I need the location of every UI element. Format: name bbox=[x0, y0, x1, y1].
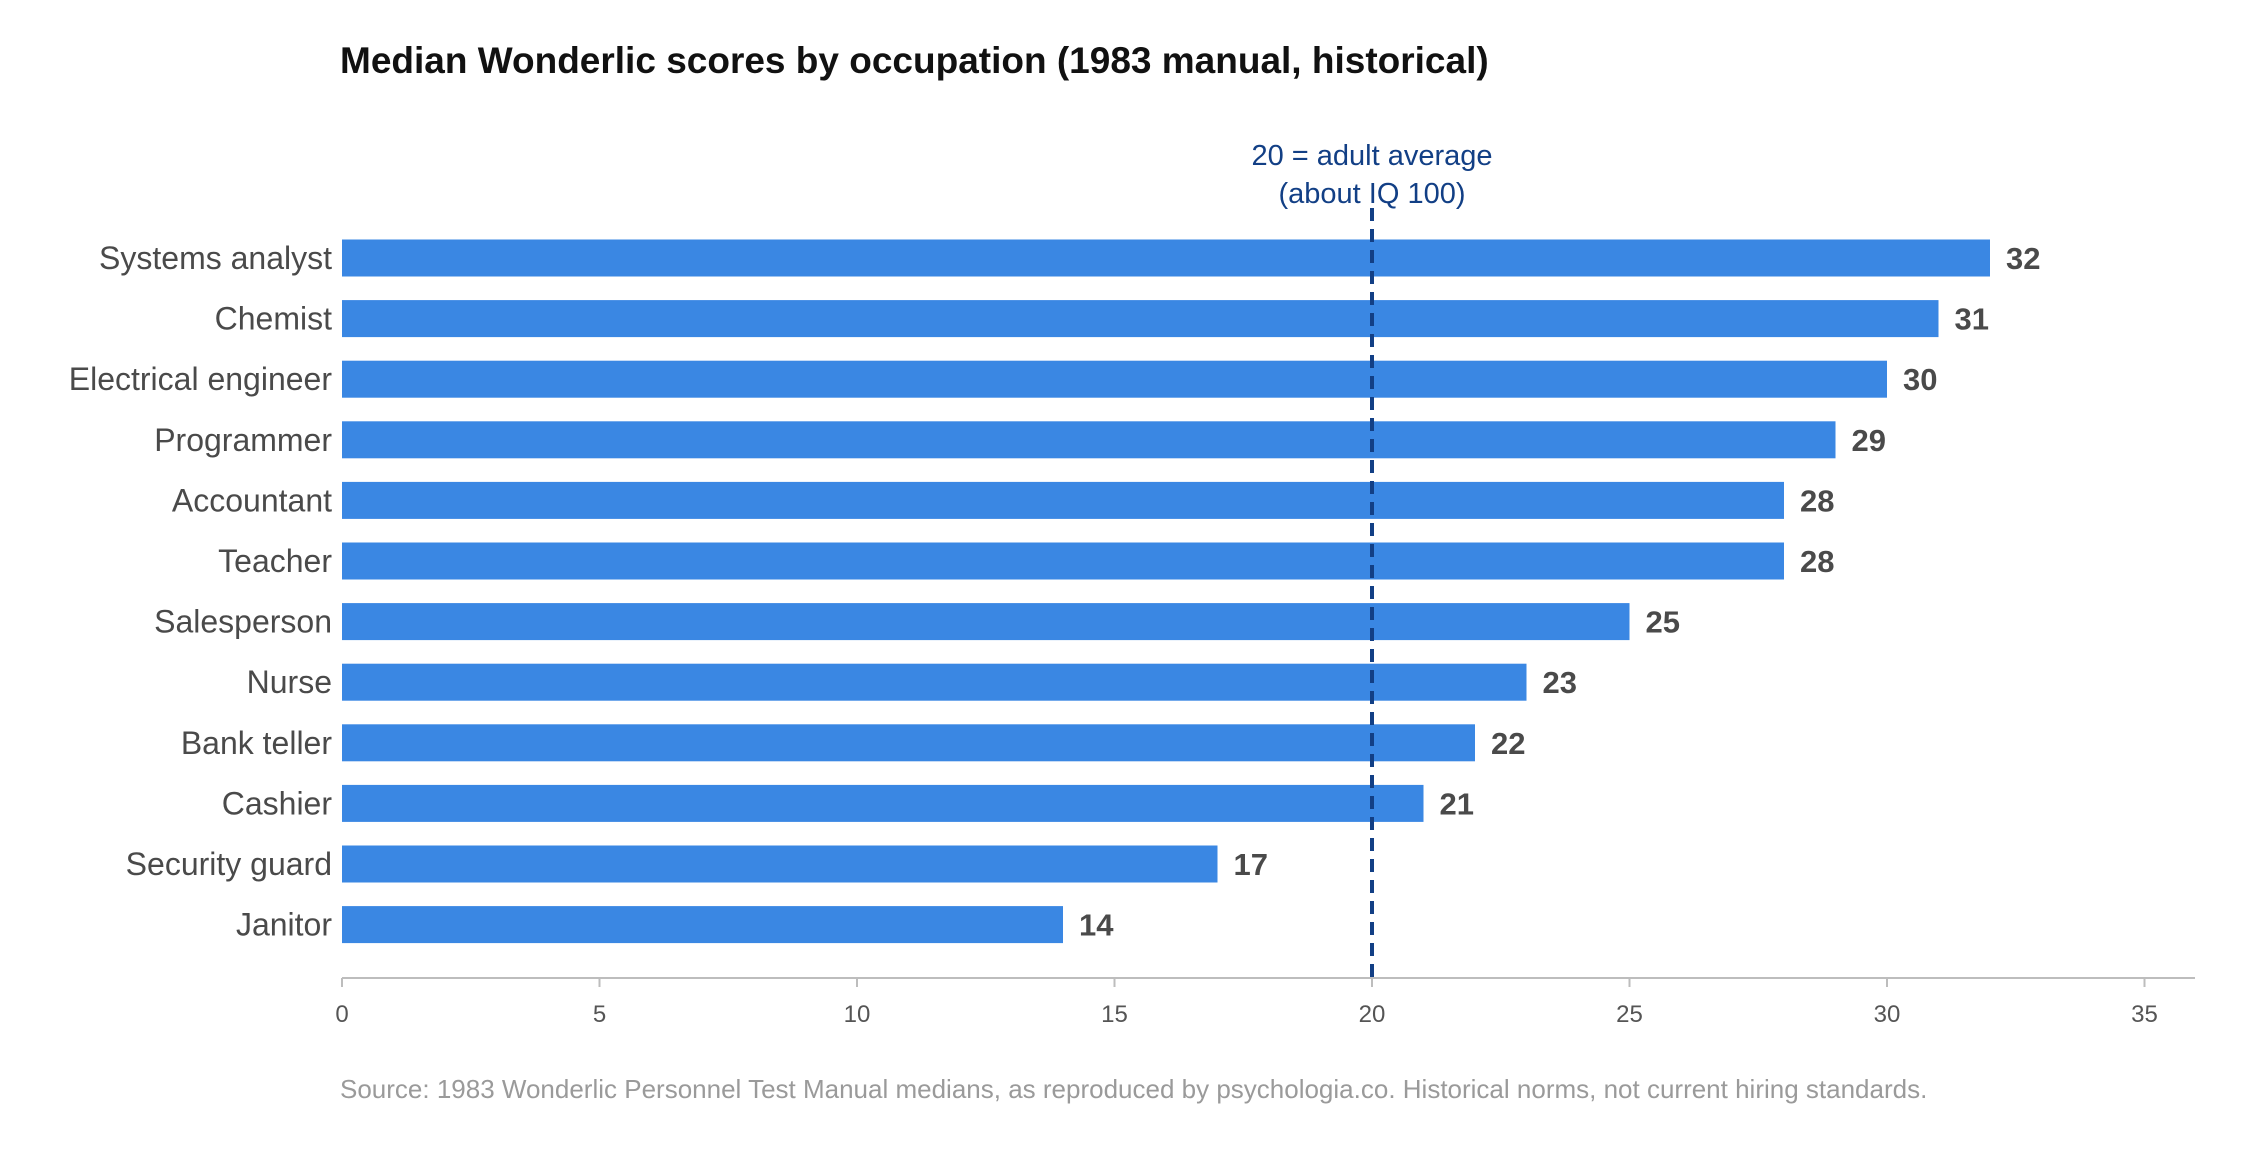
reference-line-label: (about IQ 100) bbox=[1279, 178, 1466, 210]
x-tick-label: 25 bbox=[1616, 1001, 1643, 1028]
bar bbox=[342, 421, 1836, 459]
category-label: Programmer bbox=[154, 422, 332, 458]
x-tick-label: 5 bbox=[593, 1001, 606, 1028]
data-label: 22 bbox=[1491, 726, 1525, 761]
x-tick-label: 0 bbox=[335, 1001, 348, 1028]
bar bbox=[342, 542, 1784, 580]
bar bbox=[342, 845, 1218, 883]
category-label: Bank teller bbox=[181, 725, 333, 761]
bar bbox=[342, 360, 1887, 398]
category-label: Janitor bbox=[236, 907, 332, 943]
bar bbox=[342, 481, 1784, 519]
data-label: 25 bbox=[1646, 605, 1680, 640]
bar bbox=[342, 724, 1475, 762]
data-label: 31 bbox=[1955, 302, 1989, 337]
data-label: 17 bbox=[1234, 847, 1268, 882]
category-label: Cashier bbox=[222, 785, 333, 821]
bar bbox=[342, 663, 1527, 701]
data-label: 21 bbox=[1440, 786, 1474, 821]
category-label: Salesperson bbox=[154, 604, 332, 640]
category-label: Chemist bbox=[215, 301, 332, 337]
bar bbox=[342, 784, 1424, 822]
chart-title: Median Wonderlic scores by occupation (1… bbox=[340, 40, 1489, 81]
data-label: 14 bbox=[1079, 908, 1114, 943]
bar bbox=[342, 603, 1630, 641]
category-label: Teacher bbox=[218, 543, 332, 579]
category-label: Electrical engineer bbox=[69, 361, 333, 397]
category-label: Accountant bbox=[172, 482, 332, 518]
x-tick-label: 10 bbox=[844, 1001, 871, 1028]
data-label: 28 bbox=[1800, 544, 1834, 579]
category-label: Nurse bbox=[247, 664, 332, 700]
category-label: Systems analyst bbox=[99, 240, 332, 276]
x-tick-label: 35 bbox=[2131, 1001, 2158, 1028]
data-label: 23 bbox=[1543, 665, 1577, 700]
data-label: 28 bbox=[1800, 483, 1834, 518]
x-tick-label: 15 bbox=[1101, 1001, 1128, 1028]
reference-line-label: 20 = adult average bbox=[1251, 140, 1492, 172]
data-label: 32 bbox=[2006, 241, 2040, 276]
source-note: Source: 1983 Wonderlic Personnel Test Ma… bbox=[340, 1074, 1928, 1104]
x-tick-label: 30 bbox=[1874, 1001, 1901, 1028]
data-label: 30 bbox=[1903, 362, 1937, 397]
category-label: Security guard bbox=[126, 846, 332, 882]
x-tick-label: 20 bbox=[1359, 1001, 1386, 1028]
bar bbox=[342, 239, 1990, 277]
bar bbox=[342, 300, 1939, 338]
data-label: 29 bbox=[1852, 423, 1886, 458]
bar bbox=[342, 906, 1063, 944]
